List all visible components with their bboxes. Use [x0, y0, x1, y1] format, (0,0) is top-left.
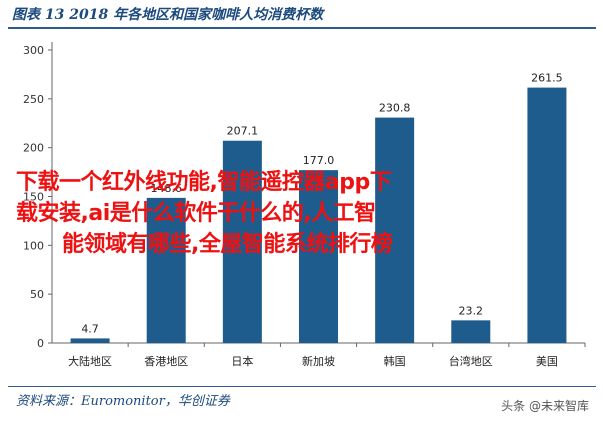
y-tick-label: 250 — [23, 93, 44, 106]
overlay-text: 下载一个红外线功能,智能遥控器app下 载安装,ai是什么软件干什么的,人工智 … — [16, 167, 586, 260]
bar — [70, 338, 110, 343]
chart-title: 图表 13 2018 年各地区和国家咖啡人均消费杯数 — [12, 7, 324, 23]
bar-value-label: 207.1 — [227, 125, 259, 138]
overlay-line-2: 载安装,ai是什么软件干什么的,人工智 — [16, 201, 376, 226]
x-category-label: 台湾地区 — [449, 354, 493, 368]
overlay-line-1: 下载一个红外线功能,智能遥控器app下 — [16, 170, 392, 195]
y-tick-label: 50 — [30, 288, 44, 301]
y-tick-label: 100 — [23, 239, 44, 252]
bar — [146, 197, 186, 343]
bar — [222, 140, 262, 343]
bar-value-label: 148.6 — [150, 182, 182, 195]
bar-value-label: 230.8 — [379, 102, 411, 115]
title-bar: 图表 13 2018 年各地区和国家咖啡人均消费杯数 — [0, 0, 603, 30]
bar — [375, 117, 415, 344]
x-category-label: 日本 — [231, 354, 253, 368]
x-category-label: 韩国 — [384, 354, 406, 368]
y-tick-label: 0 — [37, 337, 44, 350]
bar — [451, 320, 491, 343]
watermark: 头条 @未来智库 — [501, 399, 589, 413]
x-category-label: 香港地区 — [144, 355, 188, 368]
source-note: 资料来源：Euromonitor，华创证券 — [16, 394, 230, 409]
bar-value-label: 23.2 — [459, 304, 484, 317]
y-tick-label: 300 — [23, 44, 44, 57]
bar-value-label: 261.5 — [531, 72, 563, 85]
y-tick-label: 150 — [23, 191, 44, 204]
x-category-label: 新加坡 — [302, 354, 335, 368]
x-category-label: 美国 — [536, 355, 558, 368]
source-divider — [8, 386, 596, 387]
bar-value-label: 177.0 — [303, 154, 335, 167]
bar — [527, 87, 567, 343]
y-tick-label: 200 — [23, 142, 44, 155]
x-category-label: 大陆地区 — [68, 354, 112, 368]
overlay-line-3: 能领域有哪些,全屋智能系统排行榜 — [62, 232, 393, 257]
bar-value-label: 4.7 — [81, 322, 99, 335]
title-divider — [8, 27, 596, 29]
bar-chart: 0 50 100 150 200 250 300 4.7 大陆地区 148.6 香港地区 207.1 日… — [23, 42, 586, 368]
bar — [299, 170, 338, 343]
